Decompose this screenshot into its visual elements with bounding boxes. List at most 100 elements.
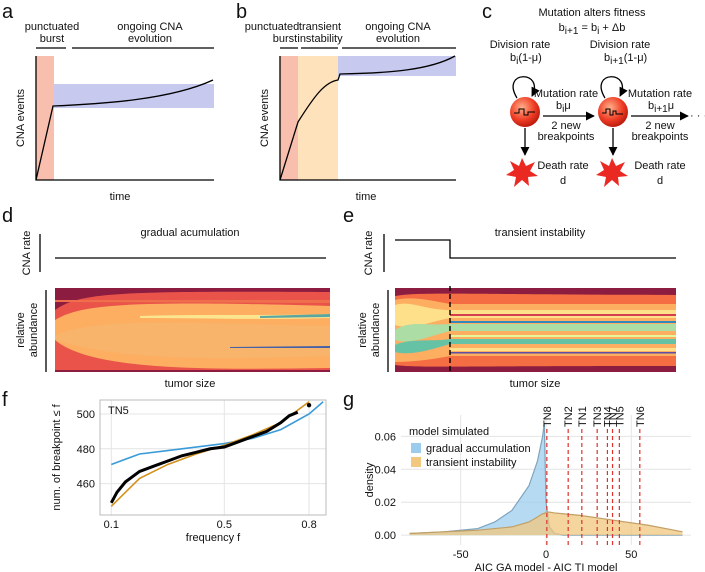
y-tick-label: 0.02 — [375, 497, 396, 509]
threshold-label: TN8 — [542, 406, 554, 427]
y-tick-label: 500 — [77, 409, 95, 421]
breakpoints-label: 2 new — [551, 120, 580, 132]
rate-line — [395, 239, 676, 259]
dead-cell — [596, 158, 628, 187]
expr-part: (1-μ) — [624, 52, 647, 64]
panel-a: punctuated burst ongoing CNA evolution C… — [15, 21, 214, 203]
panel-label: d — [2, 205, 13, 227]
rule-part: + Δb — [599, 22, 625, 34]
expr-part: i — [562, 104, 564, 115]
clone-band — [230, 346, 330, 348]
abundance-label: relative — [15, 312, 27, 347]
rule-part: b — [591, 22, 597, 34]
threshold-label: TN3 — [592, 406, 604, 427]
axes — [279, 56, 456, 181]
rate-expr: bi+1μ — [648, 100, 674, 115]
phase-label: burst — [273, 33, 297, 45]
annotation: TN5 — [108, 405, 129, 417]
clone-band — [395, 324, 676, 342]
x-axis-label: frequency f — [186, 532, 241, 544]
x-label: time — [110, 191, 131, 203]
legend-swatch — [411, 457, 421, 467]
cell — [510, 97, 540, 127]
diagram-title: Mutation alters fitness — [539, 7, 646, 19]
x-tick-label: 0.5 — [217, 519, 232, 531]
dead-cell — [506, 158, 538, 187]
rate-expr: bi(1-μ) — [510, 52, 542, 67]
rule-part: i+1 — [565, 26, 579, 37]
genome-mark — [514, 108, 535, 116]
area-line — [409, 511, 683, 535]
rate-label: Division rate — [490, 39, 551, 51]
rate-expr: biμ — [556, 100, 571, 115]
clone-band — [260, 314, 330, 318]
expr-part: i+1 — [610, 56, 624, 67]
clone-band — [450, 321, 676, 323]
x-label: tumor size — [165, 378, 216, 390]
expr-part: μ — [564, 100, 570, 112]
rule-part: = — [578, 22, 591, 34]
phase-label: instability — [297, 33, 343, 45]
rate-symbol: d — [657, 175, 663, 187]
threshold-label: TN4 — [602, 406, 614, 427]
y-label: CNA events — [259, 88, 271, 147]
clone-band — [450, 352, 676, 354]
ellipsis: · · · — [690, 110, 705, 122]
y-axis-label: num. of breakpoint ≤ f — [51, 403, 63, 510]
phase-label: transient — [299, 21, 341, 33]
expr-part: b — [604, 52, 610, 64]
legend-swatch — [411, 443, 421, 453]
threshold-label: TN6 — [635, 406, 647, 427]
abundance-label: relative — [357, 312, 369, 347]
plot-frame — [99, 399, 327, 516]
panel-d: gradual acumulation CNA rate relative ab… — [15, 227, 330, 390]
abundance-label: abundance — [370, 303, 382, 357]
panel-title: gradual acumulation — [140, 227, 239, 239]
phase-label: punctuated — [245, 21, 299, 33]
phase-label: evolution — [128, 33, 172, 45]
y-tick-label: 0.06 — [375, 431, 396, 443]
breakpoints-label: 2 new — [645, 120, 674, 132]
point — [306, 403, 312, 408]
rule-part: i — [597, 26, 599, 37]
panel-label: c — [482, 1, 492, 23]
area-fill — [409, 512, 683, 536]
expr-part: b — [648, 100, 654, 112]
threshold-label: TN5 — [614, 406, 626, 427]
burst-region — [36, 56, 54, 180]
clone-band — [450, 335, 676, 337]
y-tick-label: 460 — [77, 479, 95, 491]
threshold-label: TN2 — [563, 406, 575, 427]
rate-expr: bi+1(1-μ) — [604, 52, 647, 67]
panel-title: transient instability — [495, 227, 586, 239]
expr-part: b — [556, 100, 562, 112]
self-loop — [600, 76, 628, 99]
threshold-label: TN7 — [608, 406, 620, 427]
x-tick-label: 0.8 — [301, 519, 316, 531]
breakpoints-label: breakpoints — [538, 131, 595, 143]
rate-label: Division rate — [590, 39, 651, 51]
panel-c: Mutation alters fitness bi+1 = bi + Δb D… — [490, 7, 705, 187]
panel-label: e — [343, 205, 354, 227]
area-line — [409, 423, 683, 536]
instability-region — [298, 56, 338, 180]
clone-band — [55, 300, 330, 303]
burst-region — [280, 56, 298, 180]
phase-label: evolution — [376, 33, 420, 45]
cna-curve — [279, 55, 456, 181]
threshold-label: TN1 — [577, 406, 589, 427]
legend-label: gradual accumulation — [426, 443, 531, 455]
x-label: time — [356, 191, 377, 203]
legend-title: model simulated — [409, 426, 489, 438]
legend-label: transient instability — [426, 457, 517, 469]
y-axis-label: density — [364, 462, 376, 497]
clone-band — [450, 348, 676, 351]
cna-curve — [35, 79, 214, 181]
panel-e: transient instability CNA rate relative … — [357, 227, 676, 390]
abundance-label: abundance — [28, 303, 40, 357]
fitness-rule: bi+1 = bi + Δb — [559, 22, 626, 37]
rate-label: Death rate — [634, 160, 685, 172]
breakpoints-label: breakpoints — [632, 131, 689, 143]
phase-label: burst — [40, 33, 64, 45]
